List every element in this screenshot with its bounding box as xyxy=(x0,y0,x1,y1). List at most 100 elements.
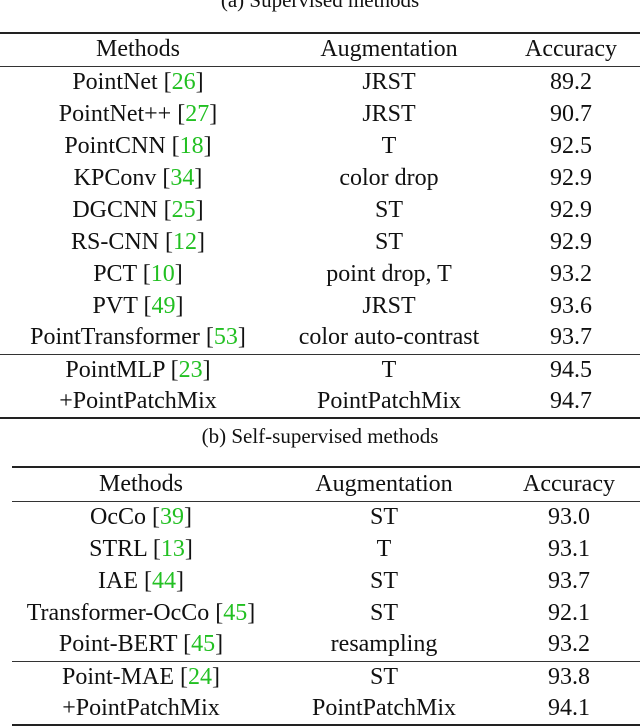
table-row: Point-BERT [45] resampling 93.2 xyxy=(12,629,640,661)
table-row: Point-MAE [24] ST 93.8 xyxy=(12,661,640,693)
accuracy-cell: 94.5 xyxy=(550,356,592,383)
method-cell: PointTransformer [53] xyxy=(30,324,246,351)
method-name: DGCNN xyxy=(72,196,158,223)
method-name: PointMLP xyxy=(65,356,165,383)
accuracy-cell: 92.9 xyxy=(550,164,592,191)
method-cell: PointNet [26] xyxy=(72,68,204,95)
header-row: Methods Augmentation Accuracy xyxy=(0,33,640,66)
method-cell: PointNet++ [27] xyxy=(58,100,218,127)
augmentation-cell: T xyxy=(381,132,397,159)
method-cell: Transformer-OcCo [45] xyxy=(26,599,256,626)
augmentation-header: Augmentation xyxy=(315,470,453,497)
augmentation-cell: ST xyxy=(369,503,398,530)
method-cell: +PointPatchMix xyxy=(0,386,276,418)
accuracy-cell: 93.2 xyxy=(548,631,590,658)
method-name: STRL xyxy=(89,535,147,562)
method-name: OcCo xyxy=(90,503,146,530)
accuracy-cell: 93.1 xyxy=(548,535,590,562)
supervised-body: PointNet [26] JRST 89.2 PointNet++ [27] JRST… xyxy=(0,66,640,418)
method-name: PCT xyxy=(93,260,137,287)
accuracy-cell: 94.7 xyxy=(550,388,592,414)
citation-ref: 49 xyxy=(151,292,176,319)
table-row: DGCNN [25] ST 92.9 xyxy=(0,194,640,226)
citation-ref: 24 xyxy=(188,663,212,690)
citation-ref: 45 xyxy=(223,599,248,626)
table-row: PointMLP [23] T 94.5 xyxy=(0,354,640,386)
table-row: PointCNN [18] T 92.5 xyxy=(0,130,640,162)
method-name: PointCNN xyxy=(64,132,166,159)
augmentation-cell: point drop, T xyxy=(326,260,452,287)
accuracy-cell: 94.1 xyxy=(548,695,590,721)
method-cell: PointMLP [23] xyxy=(65,356,211,383)
caption-self-supervised: (b) Self-supervised methods xyxy=(201,424,439,448)
header-row: Methods Augmentation Accuracy xyxy=(12,467,640,501)
citation-ref: 13 xyxy=(160,535,185,562)
accuracy-cell: 92.5 xyxy=(550,132,592,159)
augmentation-cell: ST xyxy=(369,599,398,626)
accuracy-cell: 89.2 xyxy=(550,68,592,95)
table-row: RS-CNN [12] ST 92.9 xyxy=(0,226,640,258)
method-name: IAE xyxy=(98,567,138,594)
method-cell: Point-MAE [24] xyxy=(61,663,220,690)
table-row: Transformer-OcCo [45] ST 92.1 xyxy=(12,597,640,629)
augmentation-cell: ST xyxy=(374,228,403,255)
method-name: RS-CNN xyxy=(70,228,160,255)
table-row: +PointPatchMix PointPatchMix 94.7 xyxy=(0,386,640,418)
table-row: PointTransformer [53] color auto-contrast… xyxy=(0,322,640,354)
accuracy-cell: 93.2 xyxy=(550,260,592,287)
augmentation-cell: color auto-contrast xyxy=(298,324,480,351)
accuracy-cell: 93.0 xyxy=(548,503,590,530)
accuracy-cell: 92.9 xyxy=(550,196,592,223)
supervised-results-table: Methods Augmentation Accuracy PointNet [… xyxy=(0,32,640,419)
method-cell: +PointPatchMix xyxy=(12,693,270,725)
method-name: Point-MAE xyxy=(61,663,174,690)
accuracy-cell: 92.1 xyxy=(548,599,590,626)
citation-ref: 18 xyxy=(179,132,204,159)
method-cell: IAE [44] xyxy=(98,567,184,594)
methods-header: Methods xyxy=(96,36,180,63)
method-name: +PointPatchMix xyxy=(59,388,217,414)
accuracy-cell: 90.7 xyxy=(550,100,592,127)
method-cell: PCT [10] xyxy=(93,260,183,287)
self-supervised-results-table: Methods Augmentation Accuracy OcCo [39] S… xyxy=(12,466,640,726)
method-name: Transformer-OcCo xyxy=(26,599,210,626)
table-row: PCT [10] point drop, T 93.2 xyxy=(0,258,640,290)
method-name: PointNet xyxy=(72,68,158,95)
citation-ref: 10 xyxy=(150,260,175,287)
accuracy-header: Accuracy xyxy=(523,470,615,497)
augmentation-cell: JRST xyxy=(362,100,416,127)
accuracy-cell: 93.6 xyxy=(550,292,592,319)
method-cell: OcCo [39] xyxy=(90,503,192,530)
method-name: PointNet++ xyxy=(58,100,172,127)
accuracy-cell: 93.7 xyxy=(550,324,592,351)
method-name: PointTransformer xyxy=(30,324,200,351)
augmentation-header: Augmentation xyxy=(320,36,458,63)
accuracy-cell: 93.8 xyxy=(548,663,590,690)
augmentation-cell: ST xyxy=(374,196,403,223)
citation-ref: 25 xyxy=(171,196,196,223)
augmentation-cell: ST xyxy=(369,663,398,690)
augmentation-cell: resampling xyxy=(330,631,438,658)
method-name: KPConv xyxy=(73,164,157,191)
augmentation-cell: JRST xyxy=(362,292,416,319)
self-supervised-body: OcCo [39] ST 93.0 STRL [13] T 93.1 IAE [44] ST 9… xyxy=(12,501,640,725)
citation-ref: 45 xyxy=(191,631,216,658)
citation-ref: 34 xyxy=(170,164,195,191)
citation-ref: 39 xyxy=(160,503,184,530)
table-row: PVT [49] JRST 93.6 xyxy=(0,290,640,322)
table-row: IAE [44] ST 93.7 xyxy=(12,565,640,597)
accuracy-cell: 92.9 xyxy=(550,228,592,255)
citation-ref: 53 xyxy=(213,324,238,351)
method-cell: PointCNN [18] xyxy=(64,132,212,159)
augmentation-cell: ST xyxy=(369,567,398,594)
method-name: PVT xyxy=(92,292,138,319)
table-row: +PointPatchMix PointPatchMix 94.1 xyxy=(12,693,640,725)
method-cell: DGCNN [25] xyxy=(72,196,204,223)
table-row: OcCo [39] ST 93.0 xyxy=(12,501,640,533)
augmentation-cell: T xyxy=(381,356,397,383)
citation-ref: 44 xyxy=(151,567,176,594)
caption-supervised: (a) Supervised methods xyxy=(220,0,420,12)
method-cell: Point-BERT [45] xyxy=(58,631,224,658)
citation-ref: 27 xyxy=(185,100,210,127)
accuracy-cell: 93.7 xyxy=(548,567,590,594)
